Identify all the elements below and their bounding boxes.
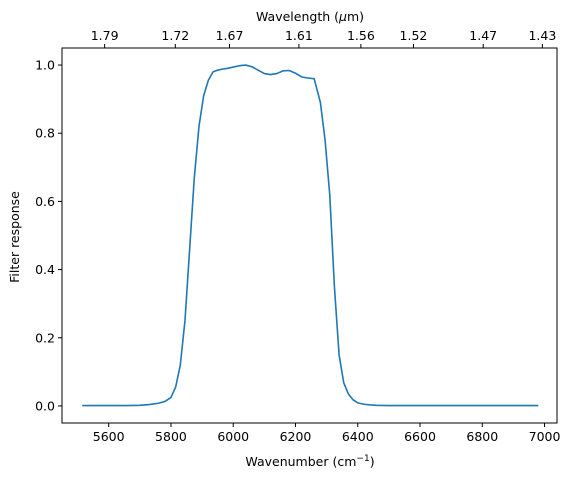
y-tick-label: 0.4 [35,262,55,277]
top-x-axis: 1.79 1.72 1.67 1.61 1.56 1.52 1.47 1.43 [91,28,556,48]
y-tick-label: 0.8 [35,126,55,141]
top-axis-label: Wavelength (μm) [256,9,364,24]
x-tick-label: 5600 [93,429,125,444]
top-tick-label: 1.79 [91,28,119,43]
series-line-0 [82,64,539,407]
top-tick-label: 1.67 [216,28,244,43]
x-tick-label: 6200 [280,429,312,444]
top-tick-label: 1.72 [161,28,189,43]
plot-area [82,64,539,407]
x-tick-label: 6000 [217,429,249,444]
x-axis-label: Wavenumber (cm−1) [245,454,374,469]
x-axis: 5600 5800 6000 6200 6400 6600 6800 7000 [93,423,561,444]
top-tick-label: 1.47 [469,28,497,43]
y-tick-label: 0.0 [35,398,55,413]
top-tick-label: 1.52 [400,28,428,43]
x-tick-label: 5800 [155,429,187,444]
y-tick-label: 0.2 [35,330,55,345]
y-axis-label: Filter response [7,191,22,283]
top-tick-label: 1.43 [528,28,556,43]
x-tick-label: 7000 [529,429,561,444]
top-tick-label: 1.61 [285,28,313,43]
y-tick-label: 1.0 [35,58,55,73]
y-axis: 0.0 0.2 0.4 0.6 0.8 1.0 [35,58,62,413]
y-tick-label: 0.6 [35,194,55,209]
top-tick-label: 1.56 [347,28,375,43]
x-tick-label: 6600 [404,429,436,444]
x-tick-label: 6800 [466,429,498,444]
x-tick-label: 6400 [342,429,374,444]
axes-frame [61,47,558,424]
